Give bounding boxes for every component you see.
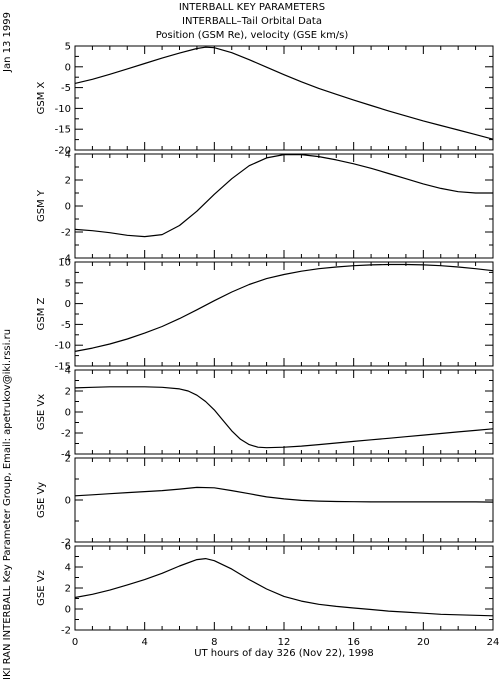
chart-subtitle-2: Position (GSM Re), velocity (GSE km/s) <box>155 30 349 41</box>
x-tick-label-1: 4 <box>141 637 147 648</box>
y-tick-label-6-0: 6 <box>65 542 71 553</box>
x-tick-label-4: 16 <box>347 637 360 648</box>
y-tick-label-4-3: -2 <box>61 429 71 440</box>
y-axis-label-4: GSE Vx <box>36 394 47 430</box>
y-tick-label-3-3: -5 <box>61 320 71 331</box>
panel-frame-3 <box>74 261 494 367</box>
x-tick-label-0: 0 <box>72 637 78 648</box>
y-tick-label-6-4: -2 <box>61 626 71 637</box>
y-tick-label-6-3: 0 <box>65 605 71 616</box>
y-axis-label-3: GSM Z <box>36 297 47 330</box>
series-line-1 <box>74 46 494 140</box>
y-axis-label-5: GSE Vy <box>36 482 47 518</box>
series-line-5 <box>74 486 494 503</box>
series-line-6 <box>74 557 494 617</box>
y-axis-label-2: GSM Y <box>36 189 47 222</box>
y-tick-label-2-4: -4 <box>61 254 71 265</box>
series-line-4 <box>74 386 494 449</box>
chart-subtitle: INTERBALL–Tail Orbital Data <box>182 16 322 27</box>
y-tick-label-5-0: 2 <box>65 454 71 465</box>
y-tick-label-4-2: 0 <box>65 408 71 419</box>
series-line-3 <box>74 263 494 352</box>
y-tick-label-3-4: -10 <box>55 341 71 352</box>
y-tick-label-2-0: 4 <box>65 150 71 161</box>
y-axis-label-6: GSE Vz <box>36 570 47 606</box>
y-tick-label-2-3: -2 <box>61 228 71 239</box>
y-tick-label-2-2: 0 <box>65 202 71 213</box>
x-axis-label: UT hours of day 326 (Nov 22), 1998 <box>194 648 374 659</box>
y-tick-label-3-1: 5 <box>65 278 71 289</box>
chart-title: INTERBALL KEY PARAMETERS <box>178 2 326 13</box>
x-tick-label-3: 12 <box>278 637 291 648</box>
y-tick-label-6-1: 4 <box>65 563 71 574</box>
y-tick-label-1-4: -15 <box>55 125 71 136</box>
y-tick-label-5-1: 0 <box>65 496 71 507</box>
panel-frame-1 <box>74 45 494 151</box>
y-tick-label-4-1: 2 <box>65 387 71 398</box>
y-tick-label-1-1: 0 <box>65 62 71 73</box>
y-tick-label-4-0: 4 <box>65 366 71 377</box>
y-tick-label-4-4: -4 <box>61 450 71 461</box>
series-line-2 <box>74 154 493 238</box>
y-tick-label-2-1: 2 <box>65 176 71 187</box>
y-axis-label-1: GSM X <box>36 81 47 114</box>
y-tick-label-1-5: -20 <box>55 146 71 157</box>
panel-frame-5 <box>74 457 494 543</box>
panel-frame-4 <box>74 369 494 455</box>
y-tick-label-3-0: 10 <box>58 258 71 269</box>
x-tick-label-2: 8 <box>211 637 217 648</box>
y-tick-label-1-2: -5 <box>61 83 71 94</box>
y-tick-label-3-2: 0 <box>65 299 71 310</box>
panel-frame-2 <box>74 153 494 259</box>
y-tick-label-3-5: -15 <box>55 362 71 373</box>
y-tick-label-5-2: -2 <box>61 538 71 549</box>
x-tick-label-6: 24 <box>487 637 500 648</box>
y-tick-label-6-2: 2 <box>65 584 71 595</box>
y-tick-label-1-3: -10 <box>55 104 71 115</box>
x-tick-label-5: 20 <box>417 637 430 648</box>
panel-frame-6 <box>74 545 494 631</box>
y-tick-label-1-0: 5 <box>65 42 71 53</box>
